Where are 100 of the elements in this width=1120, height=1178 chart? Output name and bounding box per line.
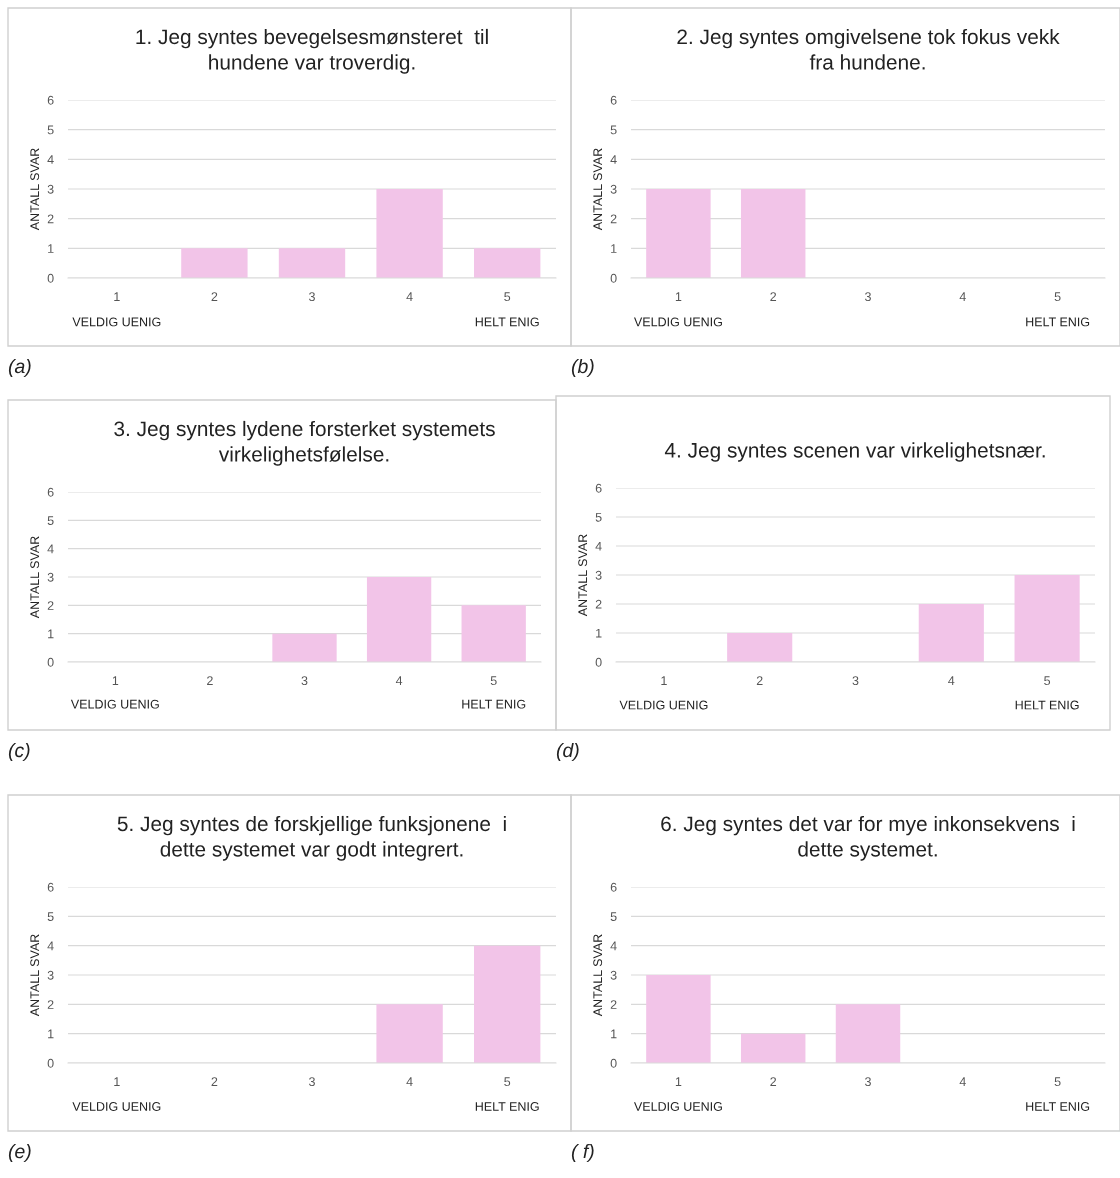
y-tick-label: 1 [611, 1029, 617, 1039]
y-axis-title: ANTALL SVAR [30, 934, 40, 1017]
y-tick-label: 0 [47, 1058, 54, 1068]
x-tick-label: 1 [114, 292, 120, 301]
x-tick-label: 3 [852, 676, 859, 686]
x-tick-label: 3 [309, 1077, 315, 1087]
chart-title: 2. Jeg syntes omgivelsene tok fokus vekk fra hundene. [677, 28, 1060, 70]
y-tick-label: 1 [48, 1029, 54, 1039]
y-tick-label: 0 [610, 1058, 617, 1068]
y-tick-label: 6 [47, 95, 54, 105]
bar [740, 1033, 806, 1063]
x-tick-label: 2 [756, 676, 763, 685]
y-tick-label: 6 [47, 882, 54, 892]
text: VELDIG UENIG [70, 699, 159, 709]
x-tick-label: 3 [301, 676, 308, 686]
text: HELT ENIG [1026, 317, 1090, 327]
x-tick-label: 5 [490, 676, 497, 686]
x-tick-label: 2 [211, 292, 218, 301]
text: HELT ENIG [475, 1102, 539, 1111]
y-tick-label: 1 [596, 628, 602, 638]
bar [1014, 575, 1080, 662]
bar [727, 633, 793, 662]
y-tick-label: 3 [595, 570, 602, 580]
y-tick-label: 6 [610, 882, 617, 892]
text: VELDIG UENIG [72, 1102, 161, 1111]
x-tick-label: 5 [1054, 1077, 1061, 1087]
y-tick-label: 2 [610, 214, 617, 224]
text: ( f) [571, 1143, 594, 1163]
bar [918, 604, 984, 662]
y-tick-label: 3 [610, 184, 617, 194]
x-tick-label: 4 [959, 1077, 966, 1086]
x-tick-label: 5 [504, 1077, 511, 1087]
y-tick-label: 5 [595, 512, 602, 522]
text: (c) [8, 742, 30, 762]
x-tick-label: 4 [395, 676, 403, 685]
y-tick-label: 0 [47, 657, 54, 667]
text: VELDIG UENIG [619, 700, 708, 710]
x-tick-label: 3 [865, 292, 871, 302]
text: HELT ENIG [462, 699, 526, 709]
chart-title: 3. Jeg syntes lydene forsterket systemets virkelighetsfølelse. [114, 420, 495, 466]
y-axis-title: ANTALL SVAR [30, 536, 40, 619]
x-tick-label: 1 [675, 292, 682, 301]
y-tick-label: 5 [47, 125, 54, 135]
x-tick-label: 1 [675, 1077, 682, 1086]
y-tick-label: 3 [47, 184, 54, 194]
x-tick-label: 1 [661, 676, 667, 685]
x-tick-label: 2 [211, 1077, 218, 1086]
y-tick-label: 2 [595, 599, 602, 609]
y-tick-label: 4 [610, 941, 617, 951]
y-tick-label: 5 [47, 516, 54, 525]
y-tick-label: 2 [47, 601, 54, 610]
y-tick-label: 6 [595, 483, 602, 493]
y-tick-label: 1 [48, 244, 54, 253]
x-tick-label: 5 [1044, 676, 1051, 686]
x-tick-label: 2 [770, 1077, 777, 1086]
chart-title: 6. Jeg syntes det var for mye inkonsekvens i dette systemet. [661, 815, 1075, 861]
y-tick-label: 6 [610, 95, 617, 105]
y-tick-label: 5 [47, 912, 54, 921]
y-tick-label: 3 [610, 970, 617, 980]
x-tick-label: 5 [504, 292, 511, 302]
y-axis-title: ANTALL SVAR [593, 148, 603, 231]
chart-title: 4. Jeg syntes scenen var virkelighetsnær. [664, 442, 1045, 462]
chart-title: 5. Jeg syntes de forskjellige funksjonene i dette systemet var godt integrert. [117, 815, 506, 861]
y-tick-label: 0 [595, 657, 602, 667]
y-axis-title: ANTALL SVAR [30, 148, 40, 231]
text: HELT ENIG [475, 317, 539, 327]
y-tick-label: 3 [47, 970, 54, 980]
x-tick-label: 2 [207, 676, 213, 685]
y-tick-label: 1 [611, 244, 617, 253]
y-tick-label: 4 [47, 155, 54, 164]
y-tick-label: 6 [47, 487, 54, 497]
y-tick-label: 4 [610, 155, 617, 164]
y-axis-title: ANTALL SVAR [593, 934, 603, 1017]
text: HELT ENIG [1026, 1102, 1090, 1111]
bar [835, 1004, 901, 1063]
y-tick-label: 0 [610, 273, 617, 283]
y-tick-label: 2 [47, 214, 54, 224]
y-tick-label: 5 [610, 912, 617, 921]
bar [366, 577, 432, 662]
x-tick-label: 2 [770, 292, 777, 301]
text: VELDIG UENIG [634, 317, 722, 327]
text: (d) [556, 742, 579, 762]
x-tick-label: 1 [112, 676, 119, 685]
x-tick-label: 3 [309, 292, 315, 302]
bar [646, 975, 711, 1063]
x-tick-label: 5 [1054, 292, 1061, 302]
y-tick-label: 4 [595, 541, 602, 551]
bar [272, 633, 337, 662]
y-tick-label: 4 [47, 941, 54, 951]
text: (b) [571, 358, 594, 378]
chart-title: 1. Jeg syntes bevegelsesmønsteret til hundene var troverdig. [136, 28, 488, 74]
y-tick-label: 2 [47, 1000, 54, 1009]
y-tick-label: 5 [610, 125, 617, 135]
x-tick-label: 1 [114, 1077, 120, 1086]
x-tick-label: 4 [406, 1077, 413, 1086]
text: VELDIG UENIG [72, 317, 161, 327]
text: (e) [8, 1143, 31, 1163]
y-axis-title: ANTALL SVAR [578, 534, 588, 617]
y-tick-label: 0 [47, 273, 54, 283]
x-tick-label: 4 [406, 292, 413, 301]
